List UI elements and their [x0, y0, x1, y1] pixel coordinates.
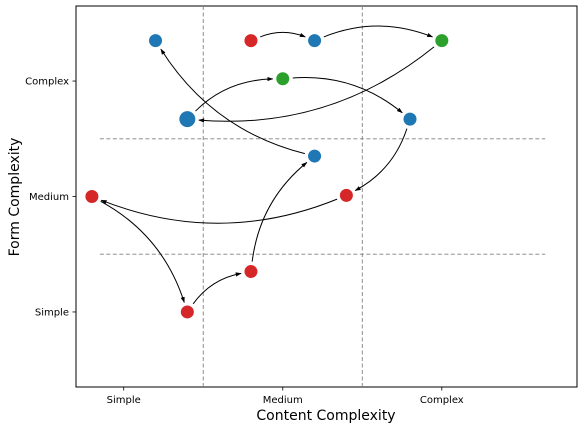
- point-p2: [179, 304, 195, 320]
- arrow-3: [251, 162, 308, 262]
- y-tick-label: Medium: [29, 192, 69, 203]
- point-p6: [243, 33, 259, 49]
- y-ticks: Simple Medium Complex: [25, 77, 76, 318]
- y-tick-label: Complex: [25, 77, 69, 88]
- point-p3: [243, 264, 259, 280]
- point-p1: [84, 189, 100, 204]
- point-p7: [307, 33, 323, 49]
- point-p8: [434, 33, 450, 49]
- x-axis-label: Content Complexity: [256, 408, 395, 424]
- point-p5: [148, 33, 164, 49]
- point-p12: [338, 187, 354, 203]
- point-p9: [178, 110, 197, 129]
- x-tick-label: Simple: [107, 395, 141, 406]
- arrow-8: [195, 76, 274, 112]
- arrows: [100, 25, 435, 305]
- plot-area: [75, 5, 578, 388]
- arrow-10: [354, 128, 408, 192]
- point-p10: [275, 71, 291, 87]
- x-tick-label: Complex: [420, 395, 464, 406]
- arrow-4: [160, 48, 305, 155]
- arrow-7: [198, 46, 435, 123]
- arrow-5: [260, 31, 306, 38]
- y-axis-label: Form Complexity: [7, 138, 23, 257]
- point-p4: [307, 148, 323, 164]
- point-p11: [402, 111, 418, 127]
- arrow-11: [100, 198, 338, 224]
- dividers: [99, 6, 546, 387]
- points: [84, 33, 450, 320]
- arrow-6: [323, 25, 434, 38]
- arrow-1: [100, 200, 185, 304]
- arrow-2: [192, 272, 242, 305]
- arrow-9: [292, 77, 403, 114]
- x-ticks: Simple Medium Complex: [107, 387, 464, 406]
- x-tick-label: Medium: [263, 395, 303, 406]
- y-tick-label: Simple: [35, 307, 69, 318]
